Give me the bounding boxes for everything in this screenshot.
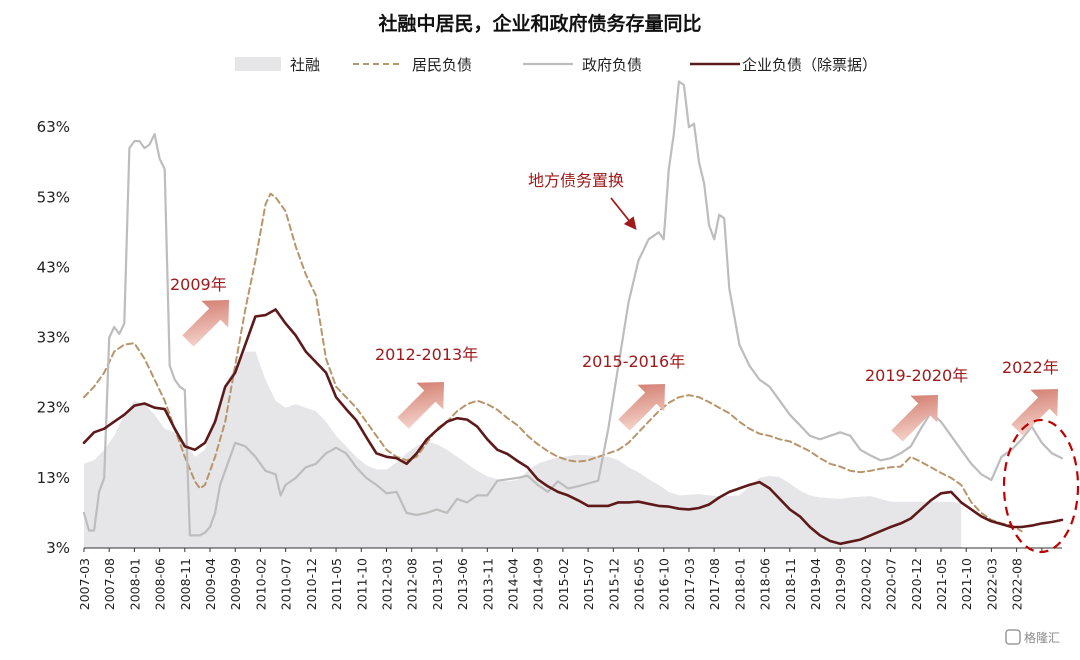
y-tick-label: 3% [46,539,70,557]
x-tick-label: 2021-10 [959,558,974,610]
trend-arrow-2019-2020 [891,394,939,442]
x-tick-label: 2019-04 [808,558,823,610]
y-tick-label: 33% [37,329,70,347]
x-tick-label: 2014-04 [506,558,521,610]
x-tick-label: 2008-01 [127,558,142,610]
legend-label-government-debt: 政府负债 [582,56,642,74]
y-axis: 3% 13% 23% 33% 43% 53% 63% [37,118,70,557]
x-tick-label: 2013-11 [480,558,495,610]
x-tick-label: 2013-01 [430,558,445,610]
x-tick-label: 2009-09 [228,558,243,610]
x-tick-label: 2014-09 [531,558,546,610]
annotation-arrow-local-debt-swap [610,197,637,230]
legend-label-social-financing: 社融 [290,56,320,74]
x-tick-label: 2010-12 [304,558,319,610]
series-line-corporate-debt [82,308,1064,546]
trend-arrow-2022 [1011,388,1059,436]
x-tick-label: 2013-06 [455,558,470,610]
y-tick-label: 13% [37,469,70,487]
x-tick-label: 2008-11 [178,558,193,610]
chart-title: 社融中居民，企业和政府债务存量同比 [377,12,701,35]
y-tick-label: 53% [37,188,70,206]
x-tick-label: 2009-04 [203,558,218,610]
x-tick-label: 2011-05 [329,558,344,610]
period-label-2019-2020: 2019-2020年 [865,366,968,385]
x-tick-label: 2015-02 [556,558,571,610]
x-tick-label: 2017-03 [682,558,697,610]
period-label-2012-2013: 2012-2013年 [375,345,478,364]
series-line-household-debt [83,192,1023,533]
x-tick-label: 2012-03 [380,558,395,610]
x-tick-label: 2019-09 [833,558,848,610]
x-tick-label: 2018-01 [732,558,747,610]
highlight-ellipse-2022 [1002,418,1080,554]
x-axis: 2007-03 2007-08 2008-01 2008-06 2008-11 2009-… [77,547,1062,610]
x-tick-label: 2016-10 [657,558,672,610]
legend-item-social-financing: 社融 [235,56,320,74]
x-tick-label: 2022-08 [1010,558,1025,610]
x-tick-label: 2008-06 [153,558,168,610]
legend-label-household-debt: 居民负债 [412,56,472,74]
x-tick-label: 2021-05 [934,558,949,610]
legend-swatch-social-financing [235,57,281,71]
x-tick-label: 2015-07 [581,558,596,610]
x-tick-label: 2020-07 [884,558,899,610]
watermark-logo-icon [1005,629,1021,645]
legend-label-corporate-debt: 企业负债（除票据） [742,56,877,74]
legend-item-corporate-debt: 企业负债（除票据） [690,56,877,74]
x-tick-label: 2017-08 [707,558,722,610]
x-tick-label: 2011-10 [354,558,369,610]
x-tick-label: 2018-11 [783,558,798,610]
x-tick-label: 2020-02 [858,558,873,610]
x-tick-label: 2007-03 [77,558,92,610]
x-tick-label: 2020-12 [909,558,924,610]
plot-area [82,80,1064,548]
period-label-2022: 2022年 [1002,358,1059,377]
legend-item-household-debt: 居民负债 [353,56,472,74]
trend-arrow-2015-2016 [618,383,666,431]
trend-arrows [182,299,1059,442]
period-label-2015-2016: 2015-2016年 [582,352,685,371]
x-tick-label: 2010-02 [253,558,268,610]
x-tick-label: 2022-03 [984,558,999,610]
x-tick-label: 2015-12 [606,558,621,610]
annotation-local-debt-swap: 地方债务置换 [528,171,624,190]
x-tick-label: 2018-06 [758,558,773,610]
period-label-2009: 2009年 [170,275,227,294]
x-tick-label: 2012-08 [405,558,420,610]
trend-arrow-2012-2013 [397,381,445,429]
series-area-social-financing [84,351,962,548]
y-tick-label: 23% [37,399,70,417]
series-line-government-debt [82,80,1064,537]
x-tick-label: 2010-07 [279,558,294,610]
legend: 社融 居民负债 政府负债 企业负债（除票据） [235,56,877,74]
trend-arrow-2009 [182,299,230,347]
watermark-text: 格隆汇 [1024,630,1060,645]
legend-item-government-debt: 政府负债 [523,56,642,74]
x-tick-label: 2016-05 [632,558,647,610]
y-tick-label: 43% [37,258,70,276]
watermark: 格隆汇 [1005,629,1060,645]
x-tick-label: 2007-08 [102,558,117,610]
y-tick-label: 63% [37,118,70,136]
